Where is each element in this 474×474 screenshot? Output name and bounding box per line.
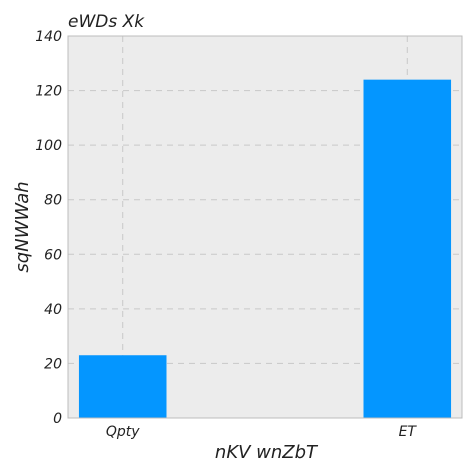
chart-title: eWDs Xk <box>68 12 145 32</box>
y-tick-label: 140 <box>35 29 62 45</box>
bars <box>78 79 452 419</box>
y-tick-label: 80 <box>44 193 62 209</box>
bar-qpty <box>78 355 167 418</box>
y-tick-label: 20 <box>44 356 62 372</box>
y-tick-label: 60 <box>44 247 62 263</box>
bar-et <box>363 79 452 419</box>
x-tick-label: ET <box>399 424 418 440</box>
y-tick-label: 120 <box>35 84 62 100</box>
x-axis-label: nKV wnZbT <box>215 442 319 463</box>
y-tick-label: 40 <box>44 302 62 318</box>
plot-frame <box>67 35 463 419</box>
y-tick-label: 100 <box>35 138 62 154</box>
y-tick-label: 0 <box>53 411 62 427</box>
x-tick-labels: Qpty ET <box>106 424 418 440</box>
y-tick-labels: 0 20 40 60 80 100 120 140 <box>35 29 62 427</box>
y-axis-label: sqNWWah <box>12 181 33 272</box>
x-tick-label: Qpty <box>106 424 140 440</box>
